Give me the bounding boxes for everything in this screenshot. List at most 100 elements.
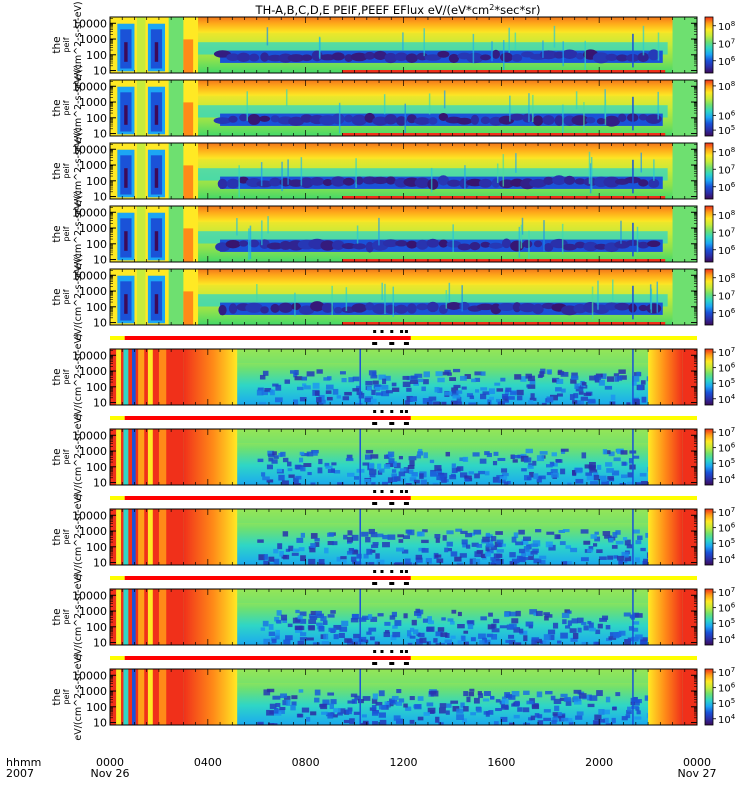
flux-speckle (316, 397, 322, 403)
mode-marker-top (373, 490, 377, 493)
flux-speckle (272, 451, 277, 456)
flux-speckle (528, 717, 533, 721)
flux-speckle (450, 551, 458, 557)
mode-bar-segment (410, 416, 697, 420)
flux-blob (478, 178, 493, 188)
hot-region-right (682, 589, 697, 645)
flux-speckle (536, 691, 543, 698)
flux-blob (583, 241, 598, 252)
colorbar-label-exponent: 6 (731, 109, 736, 117)
flux-speckle (499, 476, 508, 480)
flux-speckle (516, 389, 524, 396)
flux-blob (456, 117, 472, 125)
flux-speckle (286, 699, 291, 706)
mode-marker-bottom (403, 422, 409, 425)
x-tick-label: 0400 (194, 756, 222, 769)
flux-speckle (503, 481, 509, 485)
y-tick-label: 10000 (72, 206, 107, 219)
flux-speckle (310, 543, 316, 549)
flux-blob (300, 114, 313, 123)
flux-speckle (384, 701, 390, 708)
flux-speckle (501, 468, 508, 473)
flux-speckle (353, 633, 361, 639)
flux-speckle (415, 608, 421, 613)
flux-blob (437, 175, 449, 186)
mode-marker-top (390, 410, 394, 413)
flux-speckle (501, 698, 509, 704)
flux-speckle (593, 543, 598, 547)
flux-speckle (472, 452, 480, 457)
flux-speckle (602, 709, 610, 715)
flux-speckle (372, 693, 378, 700)
flux-speckle (269, 389, 275, 396)
plasma-column-peak (124, 42, 128, 62)
flux-blob (539, 50, 558, 60)
flux-speckle (609, 401, 616, 405)
flux-speckle (328, 627, 337, 632)
flux-speckle (405, 483, 412, 485)
flux-speckle (299, 637, 307, 641)
flux-speckle (490, 562, 495, 565)
flux-speckle (378, 704, 387, 710)
flux-speckle (266, 563, 275, 565)
mode-bar-segment (124, 416, 411, 420)
flux-speckle (599, 617, 607, 622)
flux-speckle (353, 561, 361, 565)
mode-marker-top (373, 650, 377, 653)
flux-speckle (288, 545, 294, 552)
plasma-stripe (116, 429, 122, 485)
flux-speckle (456, 396, 462, 403)
flux-speckle (505, 639, 511, 643)
flux-blob (394, 304, 408, 314)
flux-blob (480, 241, 491, 248)
flux-speckle (469, 395, 475, 400)
flux-speckle (509, 623, 517, 629)
mode-bar-segment (124, 336, 411, 340)
flux-speckle (468, 691, 475, 697)
y-label-line: peif (62, 163, 71, 178)
flux-blob (426, 238, 440, 248)
mode-marker-bottom (403, 662, 409, 665)
x-tick-label: 0000 (683, 756, 711, 769)
flux-blob (575, 52, 585, 60)
flux-speckle (325, 390, 332, 394)
flux-speckle (457, 623, 465, 629)
flux-speckle (344, 638, 352, 643)
flux-streak (520, 224, 523, 249)
flux-speckle (267, 450, 274, 456)
flux-speckle (534, 713, 540, 718)
flux-speckle (306, 717, 311, 722)
flux-speckle (560, 371, 569, 377)
flux-blob (351, 303, 367, 313)
flux-speckle (633, 529, 640, 534)
mode-marker-bottom (372, 342, 378, 345)
flux-speckle (426, 626, 435, 632)
plasma-stripe (132, 349, 136, 405)
flux-streak (448, 282, 451, 302)
flux-speckle (417, 609, 424, 615)
flux-speckle (347, 700, 356, 704)
flux-blob (603, 176, 620, 188)
flux-speckle (413, 629, 419, 635)
high-energy-band (110, 269, 697, 285)
hot-region-right-fade (648, 509, 683, 565)
flux-speckle (612, 531, 618, 538)
flux-speckle (610, 394, 616, 401)
flux-blob (365, 302, 375, 311)
flux-blob (365, 241, 374, 253)
vertical-spike (359, 589, 361, 645)
low-energy-stripe (342, 70, 666, 73)
flux-speckle (561, 717, 569, 721)
flux-speckle (369, 636, 375, 641)
flux-speckle (568, 721, 574, 725)
colorbar-label: 106 (718, 55, 736, 68)
flux-speckle (369, 562, 375, 565)
flux-speckle (293, 483, 301, 485)
flux-speckle (283, 554, 290, 560)
flux-speckle (266, 464, 273, 470)
flux-speckle (549, 461, 555, 467)
flux-speckle (505, 387, 512, 392)
flux-speckle (605, 723, 613, 725)
